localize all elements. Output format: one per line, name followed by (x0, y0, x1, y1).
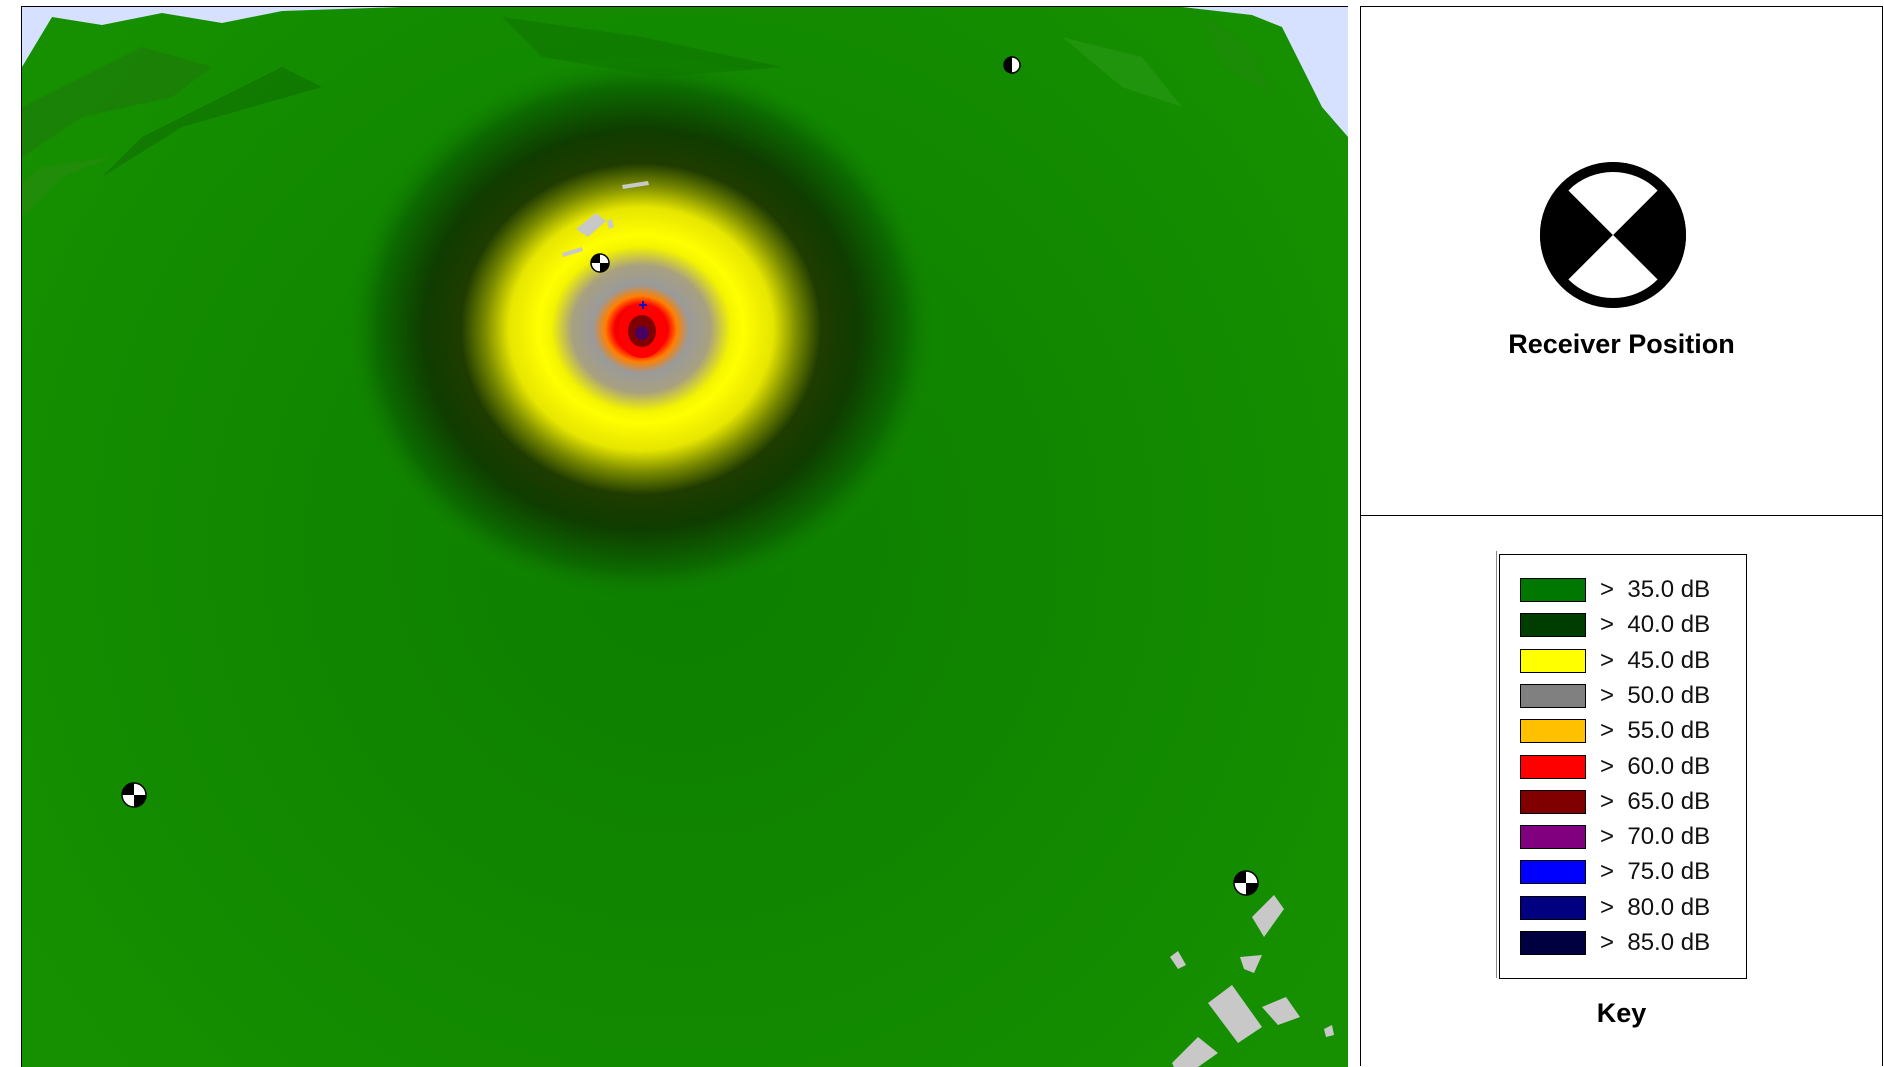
legend-label: > 60.0 dB (1600, 752, 1711, 780)
legend-swatch (1520, 825, 1586, 850)
terrain-ridge (22, 47, 212, 157)
buildings (562, 181, 1334, 1067)
legend-entry: > 85.0 dB (1520, 928, 1710, 958)
building (1240, 955, 1262, 973)
legend-swatch (1520, 683, 1586, 708)
receiver-position-icon (1540, 162, 1686, 308)
legend-entry: > 55.0 dB (1520, 716, 1710, 746)
legend-label: > 75.0 dB (1600, 858, 1711, 886)
legend-entry: > 80.0 dB (1520, 893, 1710, 923)
receiver-position-icon (1003, 56, 1021, 74)
terrain-ridge (22, 157, 112, 217)
legend-label: > 65.0 dB (1600, 787, 1711, 815)
contour-70db (635, 326, 649, 340)
receiver-position-icon (121, 782, 147, 808)
building (1170, 951, 1186, 969)
receiver-position-icon (1233, 870, 1259, 896)
legend-swatch (1520, 895, 1586, 920)
terrain-ridge (1202, 17, 1272, 97)
building (607, 219, 614, 229)
building (622, 181, 649, 189)
legend-label: > 35.0 dB (1600, 576, 1711, 603)
noise-source-icon (639, 301, 647, 309)
legend-swatch (1520, 719, 1586, 744)
legend-swatch (1520, 931, 1586, 955)
legend-swatch (1520, 648, 1586, 673)
building (1172, 1037, 1218, 1067)
legend-entry: > 50.0 dB (1520, 681, 1710, 711)
legend-entry: > 60.0 dB (1520, 752, 1710, 782)
key-caption: Key (1596, 998, 1647, 1028)
legend-entry: > 35.0 dB (1520, 575, 1710, 605)
legend-swatch (1520, 578, 1586, 602)
key-panel: > 35.0 dB > 40.0 dB > 45.0 dB > 50.0 dB > 55… (1361, 515, 1883, 1066)
legend-label: > 50.0 dB (1600, 681, 1711, 709)
building (1324, 1025, 1334, 1037)
legend-label: > 85.0 dB (1600, 929, 1711, 956)
noise-level-legend: > 35.0 dB > 40.0 dB > 45.0 dB > 50.0 dB > 55… (1496, 551, 1747, 979)
receiver-position-icon (590, 253, 610, 273)
receiver-position-caption: Receiver Position (1508, 329, 1735, 359)
receiver-legend-panel: Receiver Position (1361, 6, 1883, 515)
legend-label: > 70.0 dB (1600, 823, 1711, 851)
legend-swatch (1520, 754, 1586, 779)
panel-divider (1360, 6, 1361, 1066)
building (576, 213, 606, 237)
legend-swatch (1520, 613, 1586, 638)
legend-label: > 45.0 dB (1600, 646, 1711, 674)
building (1208, 985, 1262, 1043)
building (562, 247, 583, 257)
building (1252, 895, 1284, 937)
terrain-ridge (102, 67, 322, 177)
legend-swatch (1520, 860, 1586, 885)
legend-label: > 40.0 dB (1600, 611, 1711, 639)
legend-entry: > 40.0 dB (1520, 610, 1710, 640)
legend-label: > 55.0 dB (1600, 717, 1711, 745)
noise-contour-map (21, 6, 1348, 1067)
map-canvas (22, 7, 1348, 1067)
terrain-ridge (1062, 37, 1182, 107)
building (1262, 997, 1300, 1025)
legend-entry: > 45.0 dB (1520, 646, 1710, 676)
legend-entry: > 75.0 dB (1520, 857, 1710, 887)
legend-label: > 80.0 dB (1600, 893, 1711, 921)
legend-swatch (1520, 789, 1586, 814)
legend-entry: > 65.0 dB (1520, 787, 1710, 817)
legend-entry: > 70.0 dB (1520, 822, 1710, 852)
